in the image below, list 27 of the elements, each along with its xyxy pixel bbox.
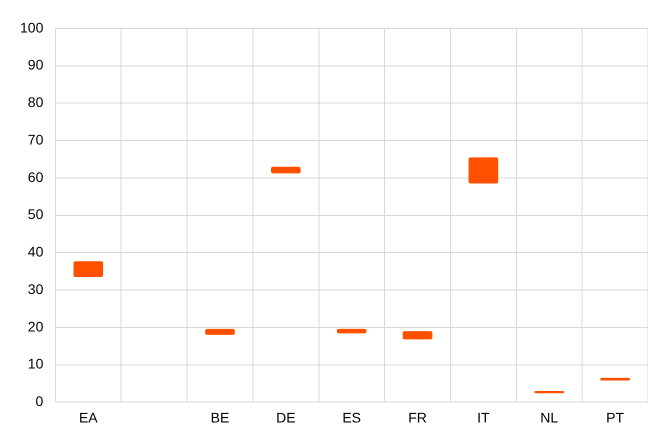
x-tick-label: EA	[78, 409, 98, 426]
y-tick-label: 40	[28, 244, 44, 260]
y-tick-label: 80	[28, 94, 44, 110]
y-tick-label: 50	[28, 206, 44, 222]
y-tick-label: 100	[20, 19, 44, 36]
x-tick-label: IT	[477, 409, 490, 426]
x-tick-label: FR	[408, 409, 427, 426]
y-tick-label: 70	[28, 131, 44, 148]
y-tick-label: 20	[28, 318, 44, 334]
bar	[534, 390, 564, 394]
bar	[600, 378, 630, 381]
y-tick-label: 0	[36, 393, 44, 410]
x-tick-label: ES	[342, 409, 362, 426]
x-tick-label: PT	[606, 409, 624, 426]
bar	[205, 328, 235, 335]
bar	[468, 157, 498, 184]
x-tick-label: DE	[276, 409, 296, 426]
x-tick-label: BE	[210, 409, 230, 426]
y-tick-label: 10	[28, 356, 44, 372]
bar	[336, 328, 366, 334]
bar	[402, 331, 432, 340]
y-tick-label: 60	[28, 168, 44, 185]
y-tick-label: 30	[28, 280, 44, 297]
bar	[73, 261, 104, 277]
bar	[271, 166, 301, 174]
x-tick-label: NL	[540, 409, 558, 426]
y-tick-label: 90	[28, 56, 44, 73]
